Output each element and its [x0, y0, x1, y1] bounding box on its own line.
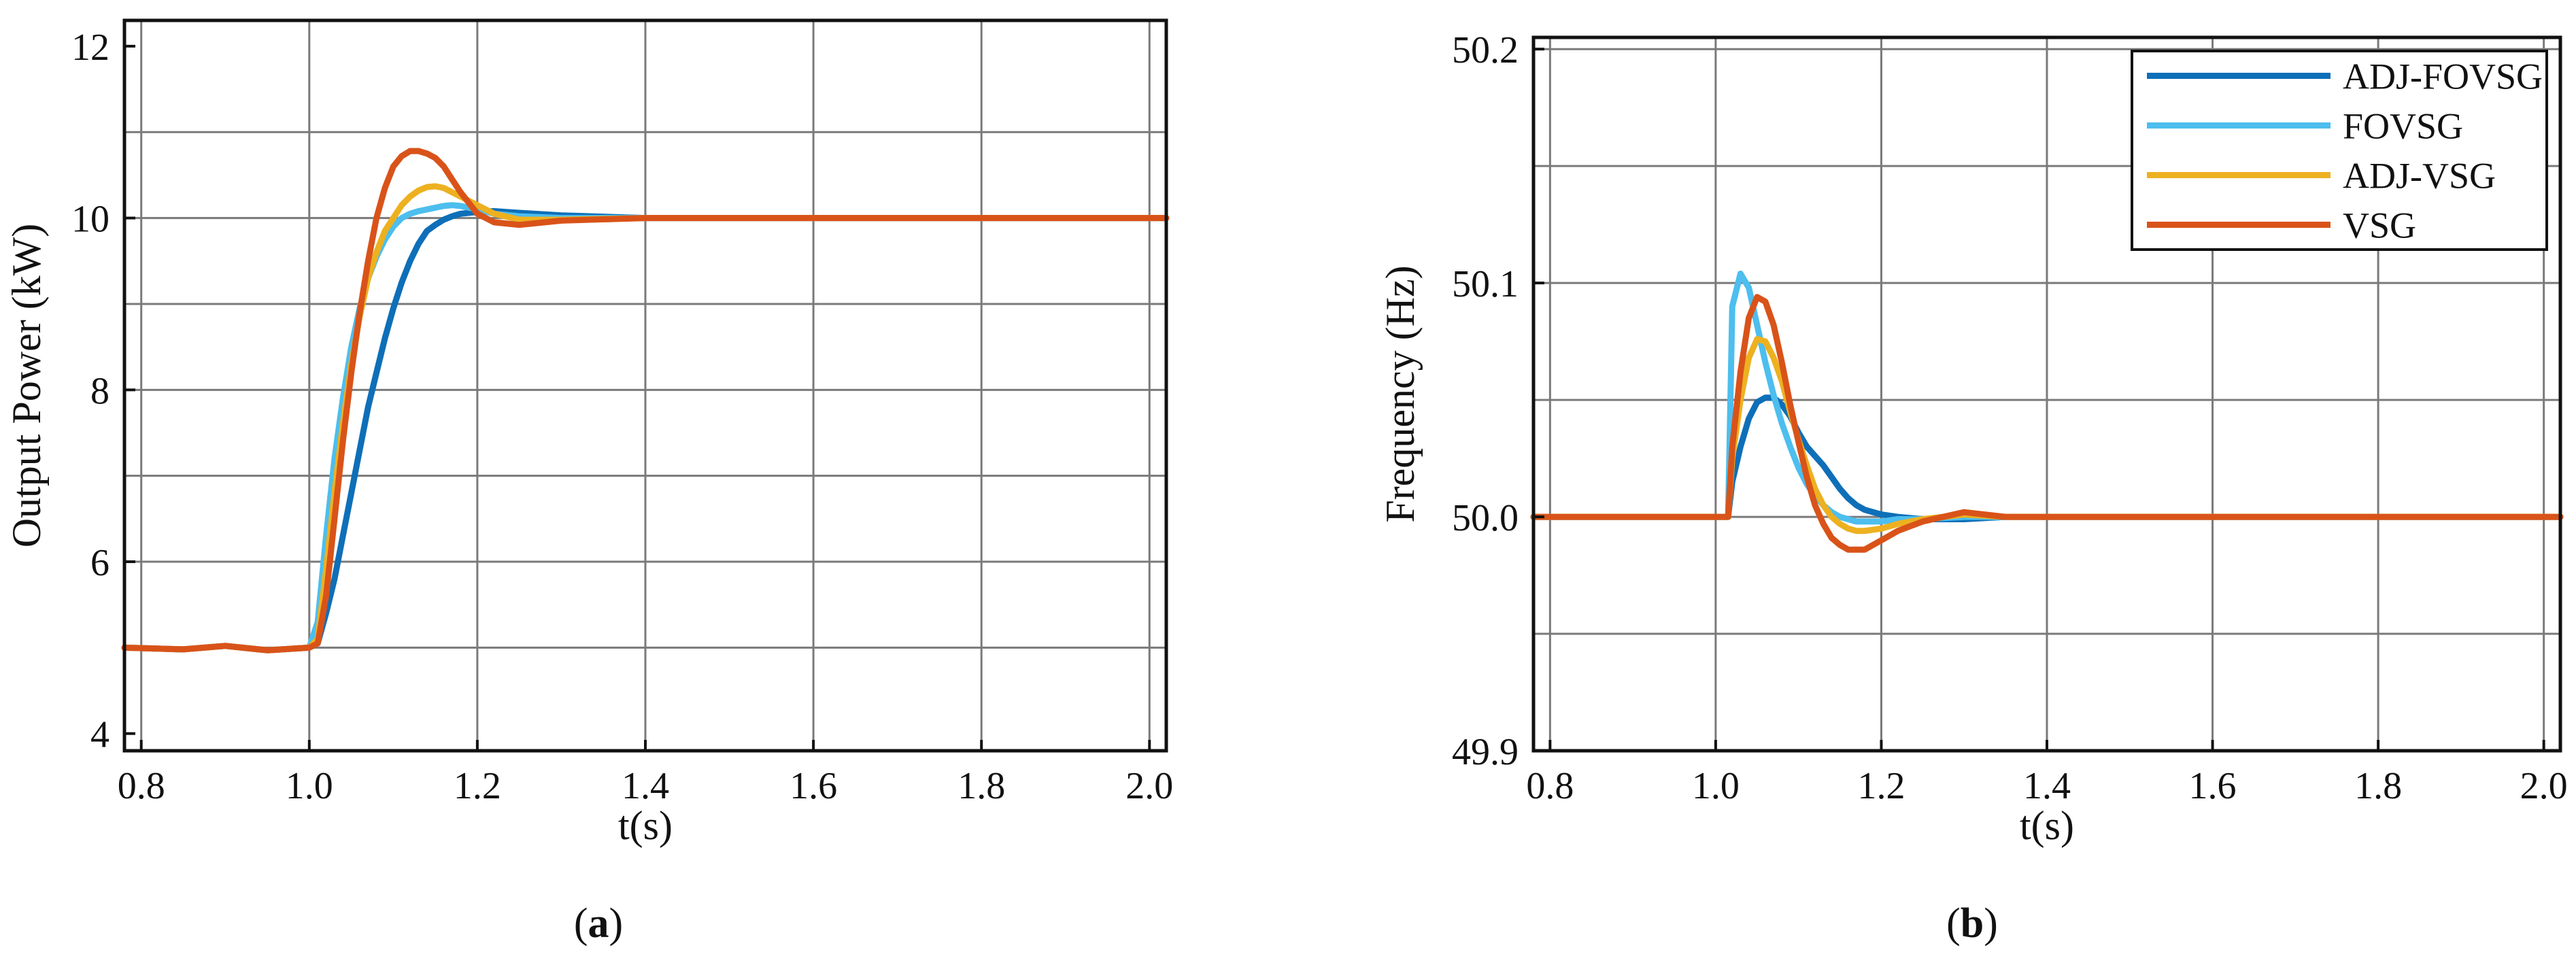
x-tick-label: 1.8 [2354, 765, 2402, 807]
y-tick-label: 8 [90, 370, 109, 412]
x-tick-label: 1.4 [2023, 765, 2071, 807]
chart-panel-a: 0.8 1.0 1.2 1.4 1.6 1.8 2.0 4 6 8 10 12 t(s) Output P… [4, 18, 1173, 848]
x-tick-label: 1.2 [454, 765, 501, 807]
x-tick-label: 1.4 [622, 765, 669, 807]
legend-label: VSG [2343, 205, 2416, 246]
y-tick-label: 50.2 [1452, 29, 1519, 71]
x-tick-label: 1.6 [2189, 765, 2237, 807]
x-tick-label: 0.8 [1526, 765, 1574, 807]
legend-box [2131, 50, 2548, 251]
legend-label: ADJ-FOVSG [2343, 56, 2543, 97]
y-axis-title: Frequency (Hz) [1378, 265, 1423, 522]
chart-panel-b: 0.8 1.0 1.2 1.4 1.6 1.8 2.0 49.9 50.0 50.1 50.2 t(s… [1378, 29, 2568, 848]
legend-label: ADJ-VSG [2343, 156, 2496, 197]
x-tick-label: 1.2 [1857, 765, 1905, 807]
x-axis-title: t(s) [618, 803, 673, 848]
series-line-4 [1530, 294, 2564, 553]
y-tick-label: 12 [71, 27, 109, 69]
y-axis-title: Output Power (kW) [4, 224, 49, 548]
y-tick-label: 10 [71, 199, 109, 241]
x-tick-label: 2.0 [1125, 765, 1173, 807]
y-tick-label: 4 [90, 714, 109, 756]
x-tick-label: 1.0 [286, 765, 333, 807]
x-tick-label: 2.0 [2520, 765, 2568, 807]
x-tick-label: 0.8 [118, 765, 165, 807]
legend: ADJ-FOVSG FOVSG ADJ-VSG VSG [2131, 50, 2548, 251]
y-tick-label: 6 [90, 542, 109, 584]
x-tick-label: 1.6 [790, 765, 837, 807]
x-tick-label: 1.0 [1692, 765, 1740, 807]
legend-label: FOVSG [2343, 106, 2463, 147]
y-tick-label: 49.9 [1452, 731, 1519, 773]
y-tick-label: 50.1 [1452, 263, 1519, 305]
y-tick-label: 50.0 [1452, 497, 1519, 539]
x-tick-label: 1.8 [957, 765, 1005, 807]
panel-label-b: (b) [1946, 900, 1998, 947]
x-axis-title: t(s) [2020, 803, 2074, 848]
panel-label-a: (a) [574, 900, 623, 947]
series-line-4 [121, 148, 1170, 654]
